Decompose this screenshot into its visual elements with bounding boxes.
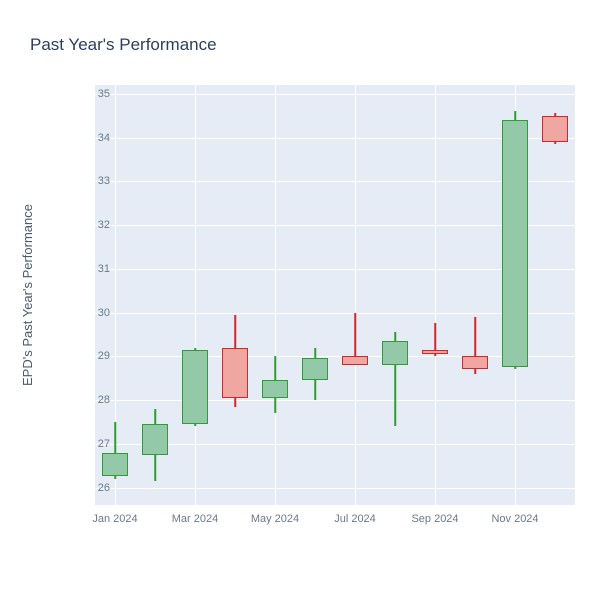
y-axis-label: EPD's Past Year's Performance [20, 204, 35, 386]
y-tick-label: 29 [80, 350, 110, 362]
y-tick-label: 32 [80, 219, 110, 231]
candle-body [382, 341, 408, 365]
gridline-h [95, 488, 575, 489]
y-tick-label: 33 [80, 175, 110, 187]
y-tick-label: 28 [80, 394, 110, 406]
x-tick-label: Jul 2024 [334, 513, 376, 525]
x-tick-label: Jan 2024 [92, 513, 137, 525]
plot-area [95, 85, 575, 505]
candlestick-chart: Past Year's Performance EPD's Past Year'… [0, 0, 600, 600]
y-tick-label: 35 [80, 88, 110, 100]
y-tick-label: 34 [80, 132, 110, 144]
y-tick-label: 26 [80, 482, 110, 494]
candle-body [462, 356, 488, 369]
candle-body [502, 120, 528, 367]
candle-body [142, 424, 168, 454]
candle-body [182, 350, 208, 424]
gridline-v [195, 85, 196, 505]
candle-body [342, 356, 368, 365]
gridline-h [95, 94, 575, 95]
y-tick-label: 31 [80, 263, 110, 275]
gridline-v [435, 85, 436, 505]
candle-body [542, 116, 568, 142]
y-tick-label: 30 [80, 307, 110, 319]
x-tick-label: Mar 2024 [172, 513, 218, 525]
gridline-h [95, 400, 575, 401]
x-tick-label: Sep 2024 [411, 513, 458, 525]
y-tick-label: 27 [80, 438, 110, 450]
candle-body [102, 453, 128, 477]
candle-body [302, 358, 328, 380]
x-tick-label: Nov 2024 [491, 513, 538, 525]
candle-body [222, 348, 248, 398]
candle-body [422, 350, 448, 354]
gridline-v [275, 85, 276, 505]
gridline-v [355, 85, 356, 505]
candle-body [262, 380, 288, 397]
chart-title: Past Year's Performance [30, 35, 217, 55]
x-tick-label: May 2024 [251, 513, 299, 525]
